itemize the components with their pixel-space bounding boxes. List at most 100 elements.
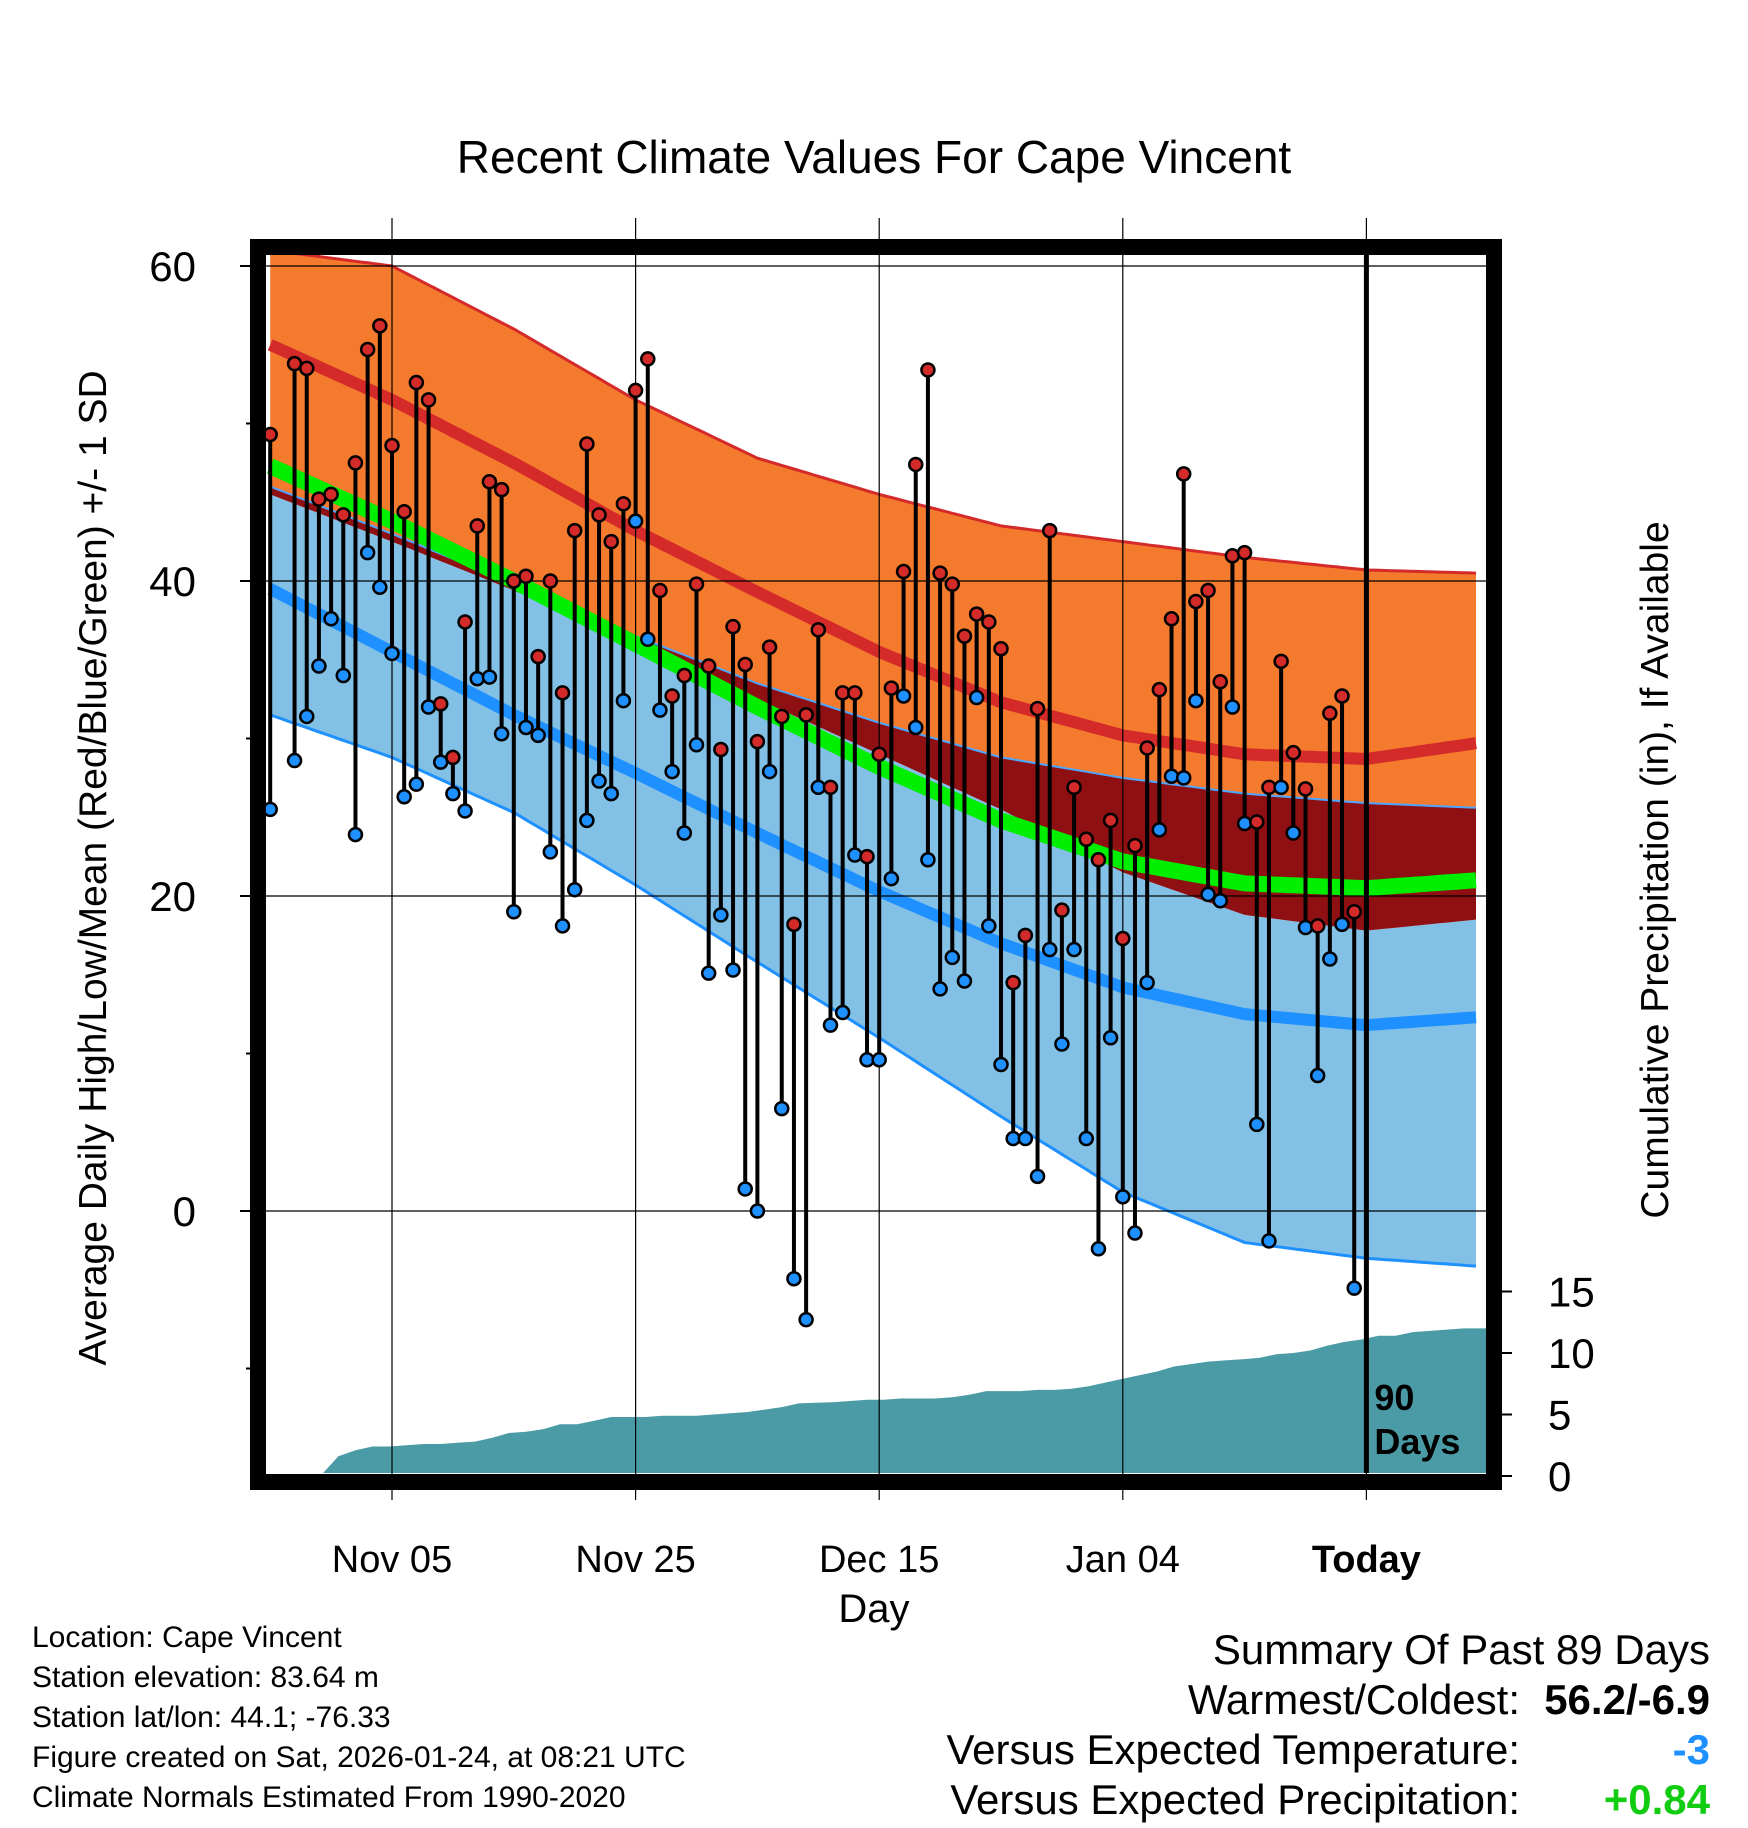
daily-high-point: [603, 533, 619, 550]
daily-high-point: [1163, 611, 1180, 627]
daily-high-point: [1005, 974, 1021, 991]
station-info: Location: Cape Vincent Station elevation…: [32, 1618, 686, 1818]
daily-high-point: [1078, 831, 1095, 848]
daily-low-point: [335, 667, 352, 684]
daily-low-point: [542, 844, 559, 860]
daily-low-point: [1090, 1241, 1107, 1257]
daily-low-point: [700, 965, 717, 981]
daily-high-point: [1285, 744, 1302, 761]
daily-high-point: [1127, 837, 1143, 854]
daily-low-point: [871, 1052, 887, 1068]
daily-high-point: [1054, 902, 1070, 918]
y2-axis-label: Cumulative Precipitation (in), If Availa…: [1634, 521, 1677, 1218]
daily-low-point: [1236, 815, 1253, 832]
daily-low-point: [1066, 941, 1082, 958]
y2-tick-label: 5: [1548, 1392, 1571, 1439]
daily-high-point: [713, 741, 729, 758]
summary-precip-row: Versus Expected Precipitation: +0.84: [946, 1775, 1710, 1825]
warmest-label: Warmest/Coldest:: [1187, 1676, 1520, 1723]
daily-high-point: [798, 707, 814, 723]
daily-low-point: [1115, 1189, 1131, 1205]
daily-high-point: [1322, 705, 1338, 722]
daily-high-point: [968, 606, 985, 622]
daily-low-point: [786, 1270, 802, 1287]
daily-low-point: [506, 904, 522, 920]
summary-panel: Summary Of Past 89 Days Warmest/Coldest:…: [946, 1625, 1710, 1825]
daily-high-point: [981, 614, 997, 630]
temp-anomaly-label: Versus Expected Temperature:: [946, 1726, 1520, 1773]
daily-high-point: [591, 507, 607, 523]
daily-low-point: [834, 1004, 851, 1021]
plot-border: [250, 239, 1502, 1490]
daily-high-point: [1151, 681, 1168, 698]
daily-low-point: [591, 773, 607, 789]
daily-high-point: [1249, 814, 1265, 830]
daily-high-point: [1309, 918, 1326, 934]
daily-low-point: [1297, 919, 1314, 936]
daily-low-point: [920, 852, 936, 868]
daily-high-point: [372, 318, 388, 334]
daily-low-point: [603, 785, 619, 802]
daily-high-point: [895, 563, 912, 580]
daily-low-point: [408, 776, 425, 792]
daily-low-point: [1054, 1036, 1070, 1052]
daily-low-point: [737, 1181, 753, 1197]
daily-high-point: [1346, 904, 1362, 920]
daily-high-point: [481, 474, 498, 490]
daily-high-point: [359, 341, 376, 358]
daily-high-point: [1090, 852, 1107, 868]
daily-low-point: [615, 692, 632, 709]
daily-high-point: [396, 503, 412, 520]
high-sd-band: [270, 255, 1476, 808]
daily-high-point: [1224, 548, 1241, 564]
daily-low-point: [530, 727, 546, 744]
daily-low-point: [798, 1311, 814, 1328]
daily-high-point: [566, 522, 583, 539]
y-axis-label: Average Daily High/Low/Mean (Red/Blue/Gr…: [72, 370, 115, 1365]
low-sd-band: [270, 494, 1477, 1267]
daily-low-point: [725, 962, 741, 978]
daily-low-point: [1102, 1030, 1119, 1046]
daily-low-point: [1322, 951, 1338, 967]
precip-anomaly-value: +0.84: [1603, 1776, 1710, 1823]
daily-low-point: [323, 611, 339, 627]
daily-high-point: [627, 382, 644, 399]
daily-low-point: [676, 825, 693, 841]
daily-low-point: [469, 670, 486, 687]
daily-low-point: [895, 688, 912, 704]
daily-high-point: [408, 374, 425, 391]
daily-low-point: [1188, 692, 1204, 709]
low-minus-sd-line: [269, 713, 1477, 1268]
daily-high-point: [554, 685, 571, 701]
daily-high-point: [1175, 466, 1192, 482]
daily-high-point: [883, 680, 900, 696]
plot-area: [266, 255, 1486, 1473]
daily-low-point: [774, 1100, 790, 1117]
x-tick-label: Dec 15: [819, 1539, 939, 1581]
period-label-number: 90: [1374, 1377, 1414, 1418]
daily-low-point: [347, 826, 364, 843]
daily-high-point: [432, 696, 449, 712]
daily-low-point: [420, 699, 437, 715]
daily-high-point: [920, 362, 936, 378]
elevation-text: Station elevation: 83.64 m: [32, 1661, 379, 1694]
daily-low-point: [944, 949, 961, 966]
daily-low-point: [1212, 892, 1228, 909]
daily-low-point: [1200, 886, 1216, 903]
daily-high-point: [907, 456, 924, 473]
daily-high-point: [1041, 522, 1058, 539]
daily-high-point: [664, 688, 680, 704]
daily-low-point: [749, 1203, 766, 1219]
daily-high-point: [761, 639, 778, 655]
daily-high-point: [688, 576, 705, 592]
daily-low-point: [956, 973, 973, 989]
y2-tick-label: 10: [1548, 1330, 1595, 1377]
daily-high-point: [1212, 674, 1228, 690]
daily-low-point: [554, 918, 571, 934]
daily-high-point: [676, 667, 693, 684]
daily-low-point: [1078, 1130, 1095, 1147]
daily-low-point: [907, 719, 924, 736]
daily-high-point: [1297, 781, 1314, 797]
daily-low-point: [1041, 941, 1058, 958]
